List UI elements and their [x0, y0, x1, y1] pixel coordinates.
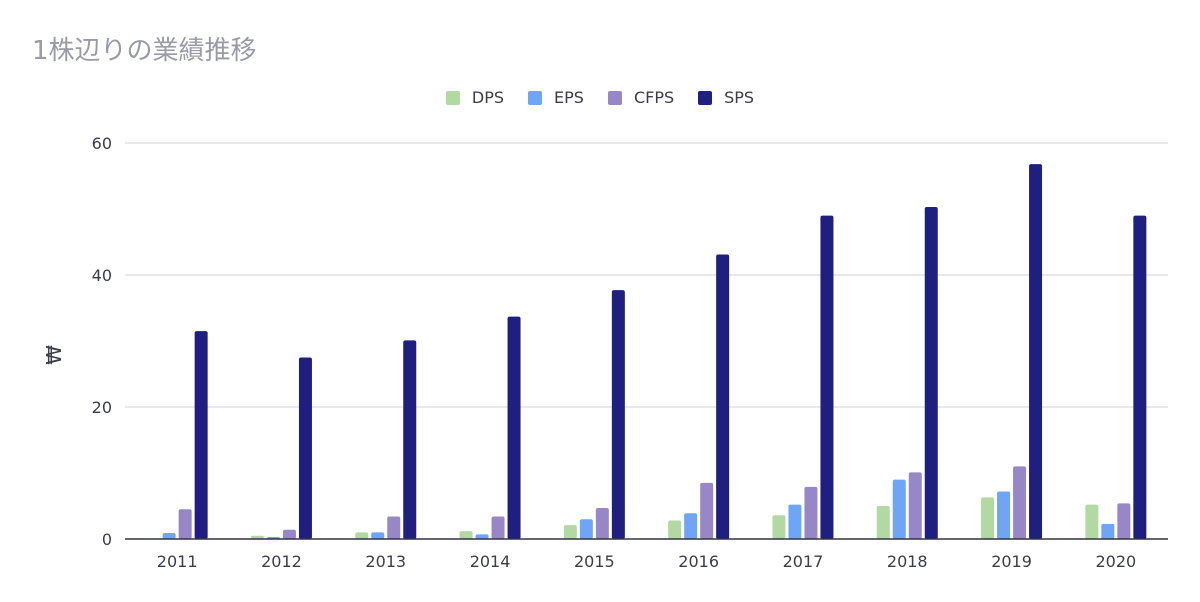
bar-eps-2017: [788, 504, 802, 539]
bar-sps-2016: [716, 254, 730, 540]
legend: DPS EPS CFPS SPS: [0, 88, 1200, 107]
bar-sps-2012: [298, 357, 312, 539]
legend-swatch-eps: [528, 90, 543, 105]
bar-dps-2015: [563, 525, 577, 539]
legend-item-cfps[interactable]: CFPS: [607, 88, 675, 107]
bar-dps-2017: [772, 515, 786, 539]
bar-sps-2020: [1133, 215, 1147, 539]
bar-sps-2015: [611, 290, 625, 539]
bar-cfps-2019: [1013, 466, 1027, 539]
bar-dps-2019: [981, 497, 995, 539]
bar-dps-2013: [355, 532, 369, 539]
bar-cfps-2017: [804, 486, 818, 539]
x-tick-label: 2012: [261, 552, 302, 571]
bar-cfps-2014: [491, 516, 505, 539]
bar-eps-2016: [684, 513, 698, 539]
bar-eps-2013: [371, 532, 385, 539]
legend-label-sps: SPS: [724, 88, 755, 107]
bar-cfps-2015: [595, 507, 609, 539]
y-tick-label: 20: [92, 398, 112, 417]
chart-title: 1株辺りの業績推移: [32, 36, 257, 66]
legend-swatch-sps: [698, 90, 713, 105]
bar-sps-2013: [403, 340, 417, 539]
bar-sps-2011: [194, 331, 208, 539]
y-tick-label: 0: [102, 530, 112, 549]
bar-dps-2020: [1085, 504, 1099, 539]
bar-eps-2011: [162, 533, 176, 539]
x-tick-label: 2014: [470, 552, 511, 571]
bar-eps-2020: [1101, 523, 1115, 539]
x-tick-label: 2018: [887, 552, 928, 571]
bar-eps-2019: [997, 491, 1011, 539]
bar-dps-2016: [668, 520, 682, 539]
bar-sps-2017: [820, 215, 834, 539]
bar-cfps-2013: [387, 516, 401, 539]
bar-cfps-2020: [1117, 503, 1131, 539]
bar-eps-2014: [475, 534, 489, 539]
x-tick-label: 2019: [991, 552, 1032, 571]
x-tick-label: 2016: [678, 552, 719, 571]
legend-label-cfps: CFPS: [633, 88, 675, 107]
bar-sps-2019: [1029, 164, 1043, 539]
x-tick-label: 2020: [1095, 552, 1136, 571]
legend-label-dps: DPS: [471, 88, 505, 107]
y-tick-label: 40: [92, 266, 112, 285]
x-tick-label: 2013: [365, 552, 406, 571]
legend-item-eps[interactable]: EPS: [528, 88, 584, 107]
bar-cfps-2018: [908, 472, 922, 539]
legend-item-dps[interactable]: DPS: [445, 88, 505, 107]
legend-swatch-cfps: [607, 90, 622, 105]
x-tick-label: 2011: [157, 552, 198, 571]
x-tick-label: 2015: [574, 552, 615, 571]
bar-dps-2014: [459, 531, 473, 539]
bar-cfps-2012: [282, 529, 296, 539]
y-tick-label: 60: [92, 134, 112, 153]
bar-dps-2012: [250, 535, 264, 539]
bar-cfps-2016: [700, 482, 714, 539]
x-tick-label: 2017: [783, 552, 824, 571]
bar-cfps-2011: [178, 509, 192, 539]
bar-sps-2018: [924, 207, 938, 539]
legend-swatch-dps: [445, 90, 460, 105]
bar-eps-2015: [579, 519, 593, 539]
bar-eps-2018: [892, 479, 906, 539]
bar-sps-2014: [507, 316, 521, 539]
legend-label-eps: EPS: [554, 88, 584, 107]
bar-dps-2018: [876, 506, 890, 539]
legend-item-sps[interactable]: SPS: [698, 88, 754, 107]
